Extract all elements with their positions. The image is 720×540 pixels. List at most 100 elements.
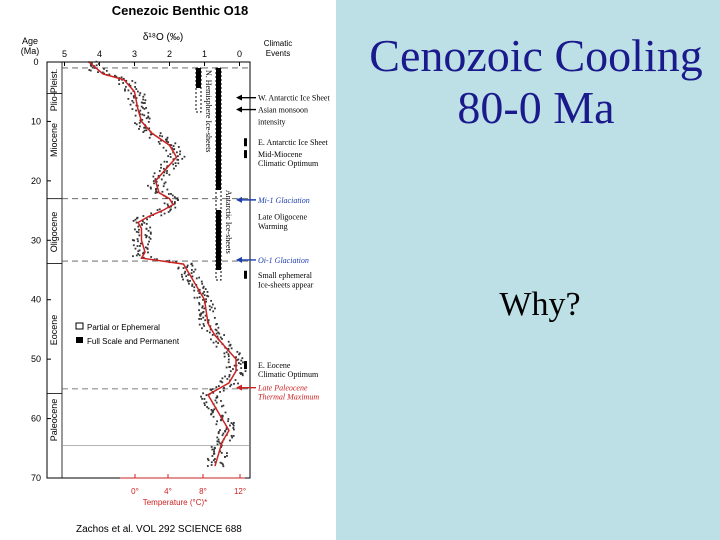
scatter-point	[210, 446, 213, 448]
scatter-point	[176, 197, 179, 200]
scatter-point	[188, 282, 190, 285]
scatter-point	[202, 298, 204, 301]
scatter-point	[217, 331, 220, 334]
scatter-point	[159, 132, 162, 135]
scatter-point	[173, 148, 176, 151]
antarctic-ice-label: Antarctic Ice-sheets	[224, 190, 233, 254]
x-tick-label: 2	[167, 49, 172, 59]
scatter-point	[210, 299, 213, 302]
scatter-point	[147, 184, 149, 187]
legend-partial-label: Partial or Ephemeral	[87, 323, 160, 332]
scatter-point	[169, 156, 172, 158]
scatter-point	[163, 202, 166, 205]
scatter-point	[197, 289, 200, 292]
scatter-point	[220, 462, 223, 465]
scatter-point	[205, 401, 208, 404]
scatter-point	[137, 253, 140, 255]
scatter-point	[142, 252, 144, 255]
scatter-point	[147, 229, 150, 232]
scatter-point	[227, 358, 230, 361]
scatter-point	[204, 288, 207, 290]
event-label: Oi-1 Glaciation	[258, 256, 309, 265]
scatter-point	[145, 117, 148, 120]
scatter-point	[174, 162, 177, 165]
scatter-point	[147, 115, 150, 118]
scatter-point	[202, 292, 204, 295]
scatter-point	[194, 268, 197, 271]
scatter-point	[155, 180, 158, 183]
scatter-point	[135, 104, 138, 107]
scatter-point	[95, 60, 98, 63]
scatter-point	[175, 197, 178, 200]
scatter-point	[145, 222, 148, 225]
scatter-point	[174, 164, 177, 167]
scatter-point	[206, 294, 209, 297]
scatter-point	[187, 273, 190, 276]
scatter-point	[200, 280, 203, 283]
scatter-point	[132, 255, 134, 258]
scatter-point	[138, 94, 141, 97]
scatter-point	[184, 270, 187, 273]
scatter-point	[198, 318, 201, 320]
scatter-point	[186, 266, 189, 268]
scatter-point	[132, 95, 135, 98]
scatter-point	[210, 306, 213, 309]
epoch-boundaries	[47, 93, 62, 395]
event-dashed-lines	[62, 67, 250, 446]
scatter-point	[89, 69, 92, 72]
epoch-eocene: Eocene	[49, 315, 59, 346]
scatter-point	[206, 406, 209, 408]
scatter-point	[189, 279, 191, 282]
scatter-point	[173, 202, 176, 205]
scatter-point	[206, 291, 209, 293]
epoch-plio-pleist: Plio-Pleist.	[49, 69, 59, 112]
scatter-point	[145, 227, 148, 230]
scatter-point	[229, 385, 231, 388]
event-label: Climatic Optimum	[258, 370, 319, 379]
scatter-point	[205, 300, 207, 303]
temperature-label: Temperature (°C)*	[143, 498, 208, 507]
scatter-point	[167, 141, 170, 144]
scatter-point	[212, 310, 215, 313]
scatter-point	[167, 211, 170, 213]
scatter-point	[232, 368, 234, 370]
y-tick-label: 30	[31, 235, 41, 245]
scatter-point	[201, 305, 204, 308]
scatter-point	[125, 79, 128, 82]
y-axis-label-age: Age	[22, 36, 38, 46]
scatter-point	[201, 282, 204, 285]
scatter-point	[181, 157, 184, 160]
scatter-point	[198, 313, 201, 316]
scatter-point	[222, 389, 225, 392]
scatter-point	[215, 345, 218, 348]
scatter-point	[198, 302, 201, 304]
benthic-o18-chart: Cenezoic Benthic O18 Age (Ma) δ¹⁸O (‰) C…	[21, 3, 331, 535]
scatter-point	[190, 272, 193, 275]
figure-title: Cenezoic Benthic O18	[112, 3, 249, 18]
scatter-point	[169, 208, 172, 211]
event-bar	[244, 138, 247, 147]
scatter-point	[149, 231, 152, 234]
scatter-point	[161, 135, 164, 138]
scatter-point	[202, 285, 205, 288]
scatter-point	[198, 303, 201, 306]
x-tick-label: 4	[97, 49, 102, 59]
scatter-point	[144, 246, 147, 249]
scatter-point	[166, 188, 169, 191]
scatter-point	[176, 155, 179, 158]
scatter-point	[137, 231, 140, 234]
scatter-point	[204, 319, 207, 322]
scatter-point	[139, 242, 142, 245]
scatter-point	[207, 295, 210, 298]
scatter-point	[219, 391, 221, 393]
event-label: Warming	[258, 222, 288, 231]
scatter-point	[118, 79, 120, 81]
scatter-point	[198, 292, 201, 295]
temperature-axis: 0° 4° 8° 12°	[120, 474, 246, 496]
y-tick-label: 20	[31, 176, 41, 186]
scatter-point	[167, 205, 170, 207]
scatter-point	[172, 145, 175, 148]
scatter-point	[191, 283, 194, 286]
scatter-point	[241, 372, 244, 375]
scatter-point	[209, 308, 211, 311]
